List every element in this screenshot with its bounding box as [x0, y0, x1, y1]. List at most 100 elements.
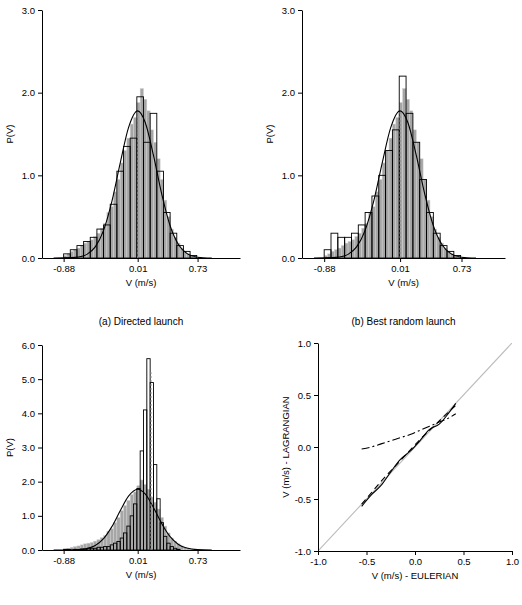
line	[54, 489, 212, 550]
histogram-bar	[110, 207, 113, 258]
y-tick-mark	[38, 448, 42, 449]
histogram-bar	[127, 500, 130, 550]
histogram-bar	[386, 151, 389, 258]
y-tick-label: 0.0	[22, 545, 35, 556]
y-tick-mark	[38, 379, 42, 380]
y-tick-label: 0.0	[298, 442, 311, 453]
histogram-bar	[124, 151, 127, 258]
histogram-bar	[396, 117, 399, 258]
panel: -1.0-0.50.00.51.0-1.0-0.50.00.51.0V (m/s…	[280, 338, 519, 581]
y-tick: 1.0	[22, 170, 42, 181]
y-axis-title: V (m/s) - LAGRANGIAN	[280, 396, 291, 497]
histogram-bar	[120, 163, 123, 258]
y-axis: 0.01.02.03.0	[282, 5, 303, 264]
y-tick-mark	[298, 93, 302, 94]
y-axis-title: P(V)	[264, 125, 275, 144]
histogram-outline-bar	[117, 541, 120, 550]
histogram-outline-bar	[167, 543, 170, 550]
y-tick-mark	[38, 482, 42, 483]
histogram-bar	[137, 486, 140, 550]
histogram-bar	[130, 124, 133, 258]
histogram-bar	[399, 103, 402, 258]
x-tick-label: -0.88	[53, 555, 75, 566]
histogram-outline-bar	[358, 225, 365, 258]
histogram-outline-bar	[170, 547, 173, 550]
panel: -0.880.010.730.01.02.03.0V (m/s)P(V)(a) …	[4, 5, 241, 327]
histogram-bar	[375, 192, 378, 258]
x-tick-mark	[324, 258, 325, 262]
histogram-outline-bar	[110, 545, 113, 550]
y-axis: 0.01.02.03.04.05.06.0	[22, 340, 43, 556]
histogram-bar	[87, 543, 90, 550]
y-axis-line	[302, 11, 303, 259]
histogram-outline-bar	[399, 76, 406, 258]
y-tick-mark	[38, 413, 42, 414]
x-tick: 0.01	[391, 258, 410, 274]
y-tick-mark	[314, 447, 318, 448]
x-tick: 0.5	[457, 551, 470, 567]
y-tick-label: 2.0	[22, 476, 35, 487]
x-axis-title: V (m/s) - EULERIAN	[372, 570, 459, 581]
plot-area	[318, 343, 512, 551]
plot-area	[314, 76, 476, 258]
histogram-bar	[358, 233, 361, 258]
y-tick: 3.0	[22, 5, 42, 16]
reference-line	[400, 111, 401, 258]
y-tick-label: 0.5	[298, 390, 311, 401]
y-tick: 2.0	[282, 87, 302, 98]
histogram-bar	[389, 138, 392, 258]
y-tick-mark	[314, 395, 318, 396]
x-tick: 0.73	[453, 258, 472, 274]
x-tick-label: 0.01	[129, 555, 148, 566]
y-tick: 2.0	[22, 87, 42, 98]
panel-caption: (b) Best random launch	[352, 316, 456, 327]
x-tick: -0.88	[314, 258, 336, 274]
histogram-bar	[120, 511, 123, 550]
histogram-outline-bar	[137, 97, 144, 258]
histogram-bar	[124, 506, 127, 550]
x-tick: 0.73	[189, 550, 208, 566]
x-axis: -0.88 0.01 0.73	[43, 550, 241, 566]
histogram-bar	[117, 179, 120, 258]
x-tick: -0.5	[359, 551, 375, 567]
y-tick-mark	[38, 258, 42, 259]
histogram-outline-bar	[114, 543, 117, 550]
x-axis: -0.88 0.01 0.73	[303, 258, 506, 274]
x-tick-mark	[318, 551, 319, 555]
y-tick-label: 1.0	[22, 510, 35, 521]
histogram-outline-bar	[420, 179, 427, 258]
histogram-bar	[97, 233, 100, 258]
x-tick: -1.0	[310, 551, 326, 567]
x-axis: -1.0-0.50.00.51.0	[310, 551, 519, 567]
y-axis-line	[42, 346, 43, 551]
x-tick-label: 0.01	[129, 263, 148, 274]
x-tick-label: -0.88	[314, 263, 336, 274]
x-tick-label: -0.5	[359, 556, 375, 567]
y-tick-label: 6.0	[22, 340, 35, 351]
x-axis-title: V (m/s)	[388, 277, 419, 288]
histogram-outline-bar	[117, 171, 124, 258]
x-tick-mark	[464, 551, 465, 555]
histogram-outline-bar	[107, 547, 110, 550]
histogram-outline-bar	[137, 489, 140, 551]
histogram-outline-bar	[143, 410, 146, 550]
y-tick-mark	[314, 343, 318, 344]
y-tick-label: 0.0	[22, 253, 35, 264]
histogram-bar	[114, 523, 117, 550]
histogram-outline-bar	[120, 538, 123, 550]
histogram-outline-bar	[104, 547, 107, 550]
plot-area	[54, 89, 212, 258]
y-tick-label: 2.0	[22, 87, 35, 98]
histogram-outline-bar	[90, 548, 93, 550]
histogram-outline-bar	[170, 233, 177, 258]
x-tick-label: -1.0	[310, 556, 326, 567]
y-tick-label: 1.0	[282, 170, 295, 181]
y-tick-mark	[314, 551, 318, 552]
x-tick-label: -0.88	[53, 263, 75, 274]
histogram-outline-bar	[163, 213, 170, 258]
histogram-outline-bar	[100, 547, 103, 550]
y-tick-mark	[38, 345, 42, 346]
histogram-outline-bar	[104, 225, 111, 258]
y-tick-label: 3.0	[282, 5, 295, 16]
y-tick: 3.0	[282, 5, 302, 16]
